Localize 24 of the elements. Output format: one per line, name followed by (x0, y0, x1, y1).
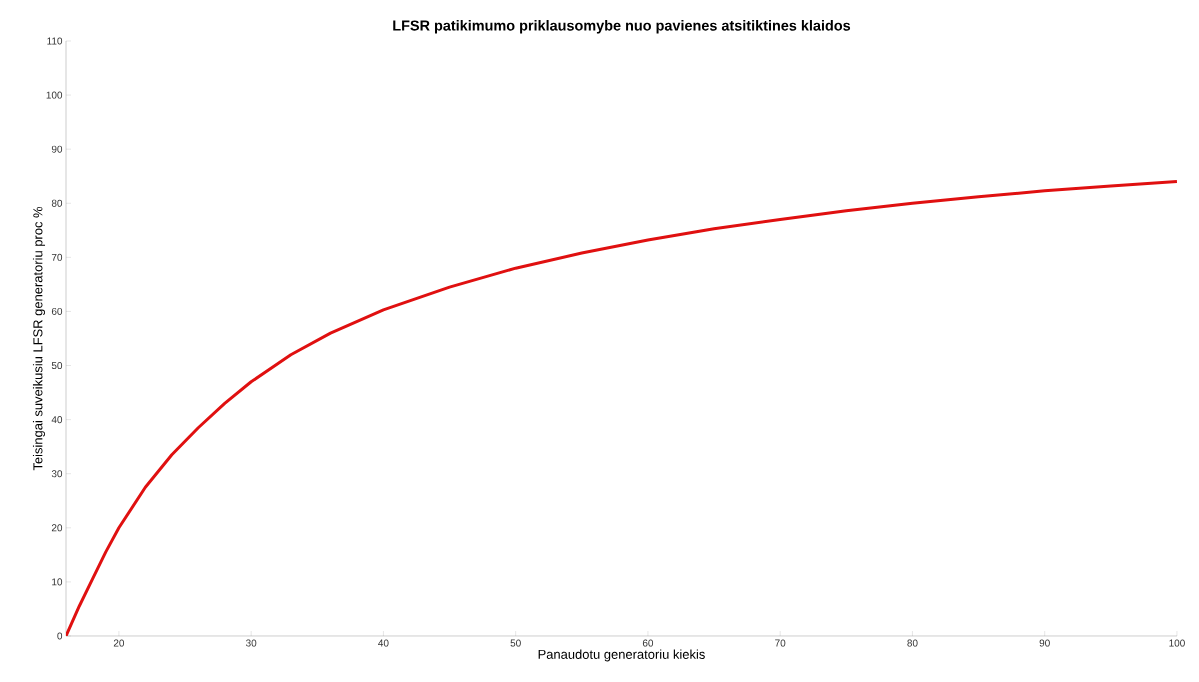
y-tick-label: 100 (46, 91, 63, 99)
y-tick-label: 70 (51, 253, 63, 261)
y-tick-label: 10 (52, 578, 63, 586)
y-tick-label: 110 (47, 37, 63, 45)
y-tick-label: 80 (51, 199, 63, 207)
x-tick-label: 80 (907, 639, 918, 647)
y-tick-label: 0 (57, 632, 63, 640)
y-tick-label: 90 (51, 145, 63, 153)
y-tick-label: 50 (51, 362, 63, 370)
x-tick-label: 30 (246, 639, 257, 647)
x-tick-label: 90 (1039, 639, 1050, 647)
x-tick-label: 20 (113, 639, 125, 647)
x-tick-label: 60 (642, 639, 654, 647)
x-tick-label: 50 (510, 639, 521, 647)
x-tick-label: 70 (775, 639, 786, 647)
x-tick-label: 40 (378, 639, 389, 647)
x-tick-label: 100 (1169, 639, 1185, 647)
x-axis-title: Panaudotu generatoriu kiekis (538, 649, 705, 662)
y-axis-title: Teisingai suveikusiu LFSR generatoriu proc % (32, 206, 46, 471)
y-tick-label: 30 (51, 470, 63, 478)
y-tick-label: 60 (51, 307, 63, 315)
y-tick-label: 20 (51, 524, 63, 532)
y-tick-label: 40 (51, 416, 63, 424)
chart-title: LFSR patikimumo priklausomybe nuo pavienes atsitiktines klaidos (393, 20, 851, 34)
